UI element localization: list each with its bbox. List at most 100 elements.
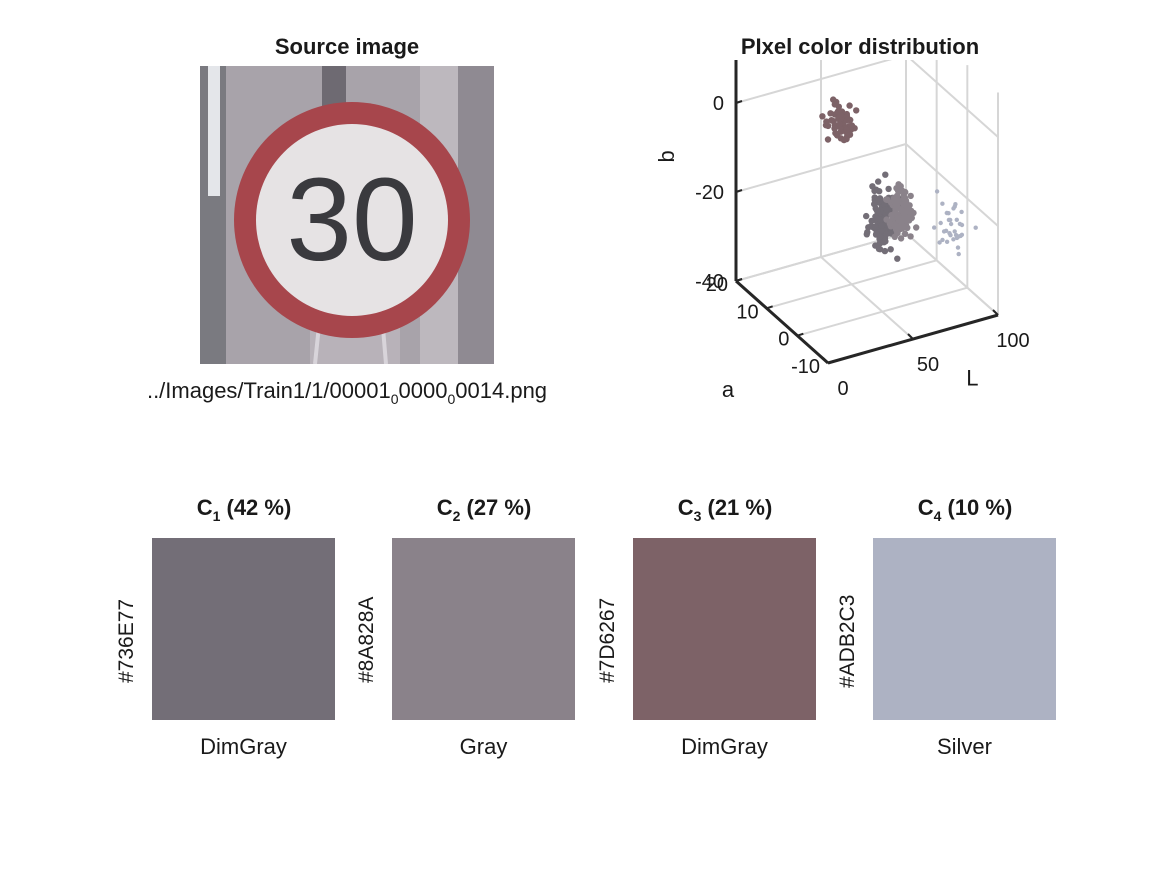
scatter-point-c3 <box>827 110 834 117</box>
swatch-name-1: DimGray <box>200 734 287 759</box>
tick-label-b: -20 <box>695 182 724 204</box>
source-image-title: Source image <box>274 34 420 59</box>
tick-label-a: 0 <box>778 329 789 351</box>
scatter-point-c4 <box>959 222 965 228</box>
scatter-point-c1 <box>887 246 894 253</box>
swatch-name-3: DimGray <box>681 734 768 759</box>
scatter-point-c3 <box>836 121 843 128</box>
scatter-point-c2 <box>886 220 894 227</box>
scatter-point-c2 <box>901 195 908 202</box>
scatter-point-c1 <box>882 238 889 245</box>
scatter-point-c1 <box>865 224 872 231</box>
scatter-point-c1 <box>871 194 878 201</box>
axis-label-b: b <box>654 150 679 162</box>
point-cloud <box>819 96 978 262</box>
tick-b <box>735 189 743 193</box>
scatter-point-c4 <box>948 217 953 223</box>
scatter-point-c4 <box>944 210 949 216</box>
scatter-point-c1 <box>881 247 889 255</box>
swatch-color-3 <box>633 538 816 720</box>
scatter-point-c2 <box>894 229 901 237</box>
scatter-point-c1 <box>883 206 890 213</box>
grid-line <box>735 143 907 193</box>
tick-label-a: -10 <box>791 356 820 378</box>
scatter-point-c3 <box>831 121 838 129</box>
swatch-hex-1: #736E77 <box>115 598 138 683</box>
tick-label-a: 20 <box>706 274 728 296</box>
swatch-title-4: C4 (10 %) <box>917 495 1013 524</box>
tick-label-b: -40 <box>695 271 724 293</box>
scatter-point-c1 <box>863 212 870 220</box>
scatter-point-c2 <box>894 187 902 194</box>
scatter-point-c1 <box>875 245 883 252</box>
scatter-point-c2 <box>907 192 914 200</box>
grid-line <box>797 286 968 337</box>
scatter-point-c2 <box>901 230 909 237</box>
tick-l <box>907 333 914 340</box>
scatter-point-c3 <box>843 135 850 143</box>
scatter-point-c4 <box>952 229 957 234</box>
scatter-point-c2 <box>899 225 906 232</box>
scatter-point-c2 <box>908 207 915 215</box>
swatch-hex-4: #ADB2C3 <box>836 594 859 688</box>
tick-l <box>992 309 999 316</box>
scatter-point-c1 <box>872 223 879 230</box>
scatter-point-c1 <box>875 178 882 185</box>
grid-line <box>905 232 999 316</box>
scatter-point-c4 <box>934 189 940 194</box>
axis-a <box>735 279 829 365</box>
scatter-point-c2 <box>897 235 905 242</box>
scatter-point-c1 <box>885 185 892 193</box>
scatter-point-c4 <box>932 225 937 230</box>
tick-label-l: 100 <box>996 330 1029 352</box>
scatter-point-c4 <box>951 237 956 242</box>
grid-line <box>910 60 999 138</box>
scatter-point-c1 <box>877 239 884 247</box>
scatter-point-c3 <box>824 136 832 143</box>
tick-b <box>735 278 743 282</box>
grid-line <box>820 256 914 340</box>
scatter-point-c4 <box>954 235 960 241</box>
scatter-point-c3 <box>846 102 853 109</box>
swatch-hex-3: #7D6267 <box>596 597 619 683</box>
swatch-title-3: C3 (21 %) <box>677 495 773 524</box>
swatch-name-4: Silver <box>936 734 992 759</box>
scatter-point-c2 <box>884 196 891 203</box>
tick-label-l: 0 <box>837 378 848 400</box>
scatter-point-c3 <box>823 119 830 126</box>
tick-label-a: 10 <box>736 301 758 323</box>
scatter-point-c2 <box>900 200 908 208</box>
scatter-point-c4 <box>959 209 964 215</box>
scatter-point-c1 <box>894 255 901 262</box>
scatter-point-c2 <box>907 233 914 240</box>
scatter-point-c3 <box>837 128 844 135</box>
scatter-point-c4 <box>940 237 945 243</box>
scatter-point-c1 <box>873 230 880 237</box>
swatch-name-2: Gray <box>459 734 508 759</box>
scatter-point-c4 <box>940 201 945 206</box>
tick-label-l: 50 <box>917 354 939 376</box>
swatch-title-2: C2 (27 %) <box>436 495 532 524</box>
axis-label-l: L <box>966 365 978 390</box>
scatter-point-c3 <box>819 113 826 120</box>
scatter-point-c1 <box>883 230 890 238</box>
scatter-point-c3 <box>835 108 842 115</box>
grid-line <box>735 60 892 104</box>
tick-b <box>735 100 743 104</box>
scatter-point-c4 <box>938 220 943 226</box>
tick-a <box>766 305 773 310</box>
scatter-point-c4 <box>948 221 954 227</box>
scatter-point-c3 <box>828 117 835 124</box>
scatter-point-c3 <box>846 131 854 138</box>
tick-l <box>822 357 829 364</box>
swatch-title-1: C1 (42 %) <box>196 495 292 524</box>
scatter-point-c4 <box>937 240 942 245</box>
scatter-point-c1 <box>872 215 880 222</box>
grid-lines <box>735 60 999 364</box>
scatter-point-c3 <box>831 101 838 108</box>
source-image-caption: ../Images/Train1/1/000010000000014.png <box>146 378 548 407</box>
sign-number: 30 <box>286 154 417 286</box>
axis-label-a: a <box>722 377 735 402</box>
grid-line <box>766 259 937 310</box>
